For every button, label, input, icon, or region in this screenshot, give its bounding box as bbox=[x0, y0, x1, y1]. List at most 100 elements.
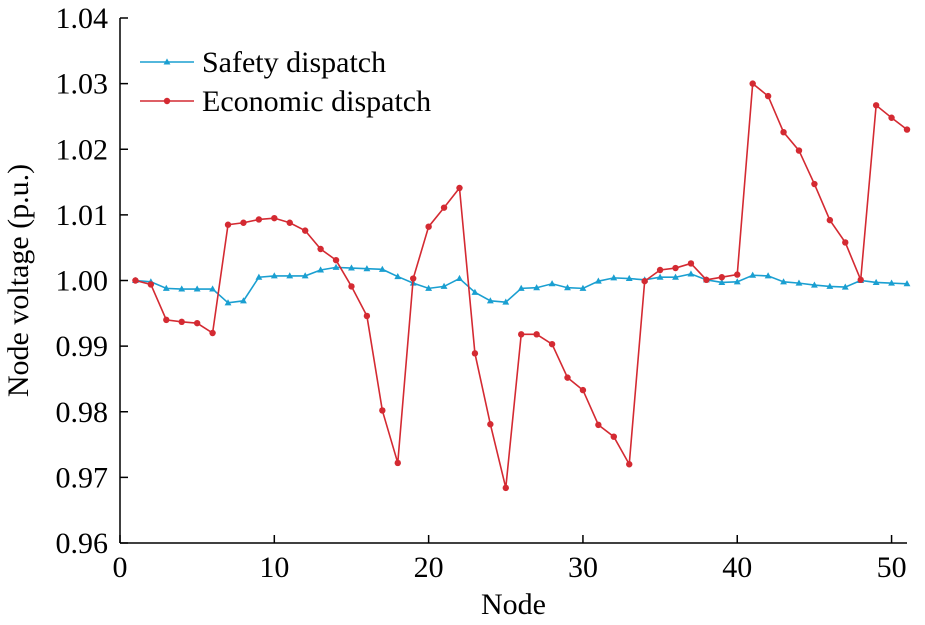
x-tick-label: 20 bbox=[414, 551, 444, 584]
y-tick-label: 1.04 bbox=[56, 2, 109, 35]
data-point-circle bbox=[363, 312, 371, 320]
data-point-circle bbox=[749, 80, 756, 87]
data-point-circle bbox=[425, 223, 432, 230]
data-point-circle bbox=[687, 260, 695, 267]
data-point-triangle bbox=[270, 272, 278, 279]
y-ticks: 0.96 0.97 0.98 0.99 1.00 1.01 1.02 1.03 1.04 bbox=[56, 2, 128, 560]
data-point-circle bbox=[224, 221, 232, 228]
data-point-triangle bbox=[348, 264, 355, 271]
legend-label-economic-dispatch: Economic dispatch bbox=[202, 85, 431, 118]
data-point-circle bbox=[703, 276, 710, 284]
data-point-circle bbox=[579, 386, 587, 394]
data-point-circle bbox=[626, 461, 633, 468]
y-tick-label: 0.99 bbox=[56, 330, 109, 363]
data-point-circle bbox=[595, 421, 602, 429]
y-tick-label: 0.98 bbox=[56, 396, 109, 429]
data-point-triangle bbox=[471, 288, 479, 295]
x-tick-label: 40 bbox=[722, 551, 752, 584]
y-axis-label: Node voltage (p.u.) bbox=[2, 164, 35, 397]
data-point-triangle bbox=[548, 280, 556, 287]
data-point-triangle bbox=[749, 271, 757, 278]
data-point-triangle bbox=[672, 273, 679, 280]
data-point-circle bbox=[487, 421, 494, 428]
data-point-circle bbox=[518, 331, 525, 338]
data-point-circle bbox=[301, 227, 309, 234]
data-point-triangle bbox=[240, 297, 247, 304]
data-point-circle bbox=[409, 275, 417, 282]
data-point-triangle bbox=[425, 284, 433, 291]
data-point-triangle bbox=[332, 263, 340, 270]
data-point-triangle bbox=[193, 285, 201, 292]
data-point-circle bbox=[193, 319, 201, 327]
data-point-circle bbox=[888, 114, 895, 121]
data-point-triangle bbox=[764, 272, 772, 279]
data-point-circle bbox=[641, 277, 648, 285]
data-point-triangle bbox=[178, 285, 186, 292]
data-point-circle bbox=[132, 277, 139, 284]
legend-marker-circle bbox=[163, 97, 171, 105]
data-point-circle bbox=[610, 433, 618, 440]
y-tick-label: 0.96 bbox=[56, 527, 109, 560]
x-tick-label: 30 bbox=[568, 551, 598, 584]
data-point-triangle bbox=[286, 272, 294, 279]
data-point-circle bbox=[348, 283, 355, 290]
data-point-triangle bbox=[780, 278, 787, 285]
x-axis-label: Node bbox=[481, 588, 546, 621]
data-point-triangle bbox=[363, 265, 371, 272]
data-point-triangle bbox=[317, 266, 325, 273]
series-economic-dispatch bbox=[132, 80, 911, 492]
data-point-circle bbox=[502, 484, 509, 492]
data-point-triangle bbox=[224, 299, 232, 306]
data-point-triangle bbox=[656, 273, 664, 280]
legend-item-safety-dispatch: Safety dispatch bbox=[140, 46, 386, 79]
data-point-circle bbox=[271, 214, 278, 222]
legend: Safety dispatch Economic dispatch bbox=[140, 46, 431, 118]
data-point-circle bbox=[240, 219, 247, 226]
data-point-circle bbox=[795, 147, 803, 154]
data-point-triangle bbox=[486, 297, 494, 304]
data-point-triangle bbox=[533, 284, 541, 291]
data-point-triangle bbox=[162, 284, 170, 291]
data-point-triangle bbox=[718, 278, 726, 285]
data-point-circle bbox=[826, 216, 834, 224]
data-point-circle bbox=[734, 271, 741, 278]
data-point-circle bbox=[255, 216, 263, 223]
x-tick-label: 0 bbox=[113, 551, 128, 584]
data-point-triangle bbox=[795, 279, 803, 286]
series-layer bbox=[132, 80, 911, 492]
data-point-triangle bbox=[301, 272, 309, 279]
x-ticks: 0 10 20 30 40 50 bbox=[113, 535, 907, 584]
data-point-circle bbox=[471, 350, 479, 357]
data-point-triangle bbox=[594, 277, 602, 284]
data-point-circle bbox=[857, 276, 864, 284]
data-point-triangle bbox=[456, 274, 463, 282]
data-point-circle bbox=[811, 180, 818, 188]
y-tick-label: 1.03 bbox=[56, 68, 109, 101]
data-point-triangle bbox=[625, 274, 633, 282]
data-point-triangle bbox=[255, 273, 263, 280]
data-point-triangle bbox=[394, 272, 402, 280]
data-point-circle bbox=[456, 184, 463, 192]
data-point-circle bbox=[178, 318, 185, 326]
data-point-circle bbox=[872, 102, 880, 109]
data-point-circle bbox=[764, 92, 772, 100]
data-point-circle bbox=[656, 266, 664, 274]
data-point-circle bbox=[533, 331, 540, 338]
data-point-triangle bbox=[841, 283, 849, 290]
data-point-circle bbox=[332, 256, 340, 264]
data-point-triangle bbox=[888, 279, 895, 286]
data-point-triangle bbox=[564, 284, 571, 291]
data-point-triangle bbox=[810, 281, 818, 288]
data-point-triangle bbox=[440, 282, 448, 289]
data-point-triangle bbox=[687, 270, 695, 277]
data-point-circle bbox=[394, 459, 401, 467]
data-point-triangle bbox=[517, 284, 525, 291]
data-point-circle bbox=[147, 281, 155, 288]
y-tick-label: 0.97 bbox=[56, 461, 109, 494]
data-point-triangle bbox=[903, 280, 911, 287]
data-point-triangle bbox=[826, 282, 834, 289]
data-point-circle bbox=[672, 264, 679, 272]
legend-marker-triangle bbox=[163, 58, 171, 65]
data-point-triangle bbox=[378, 265, 386, 272]
